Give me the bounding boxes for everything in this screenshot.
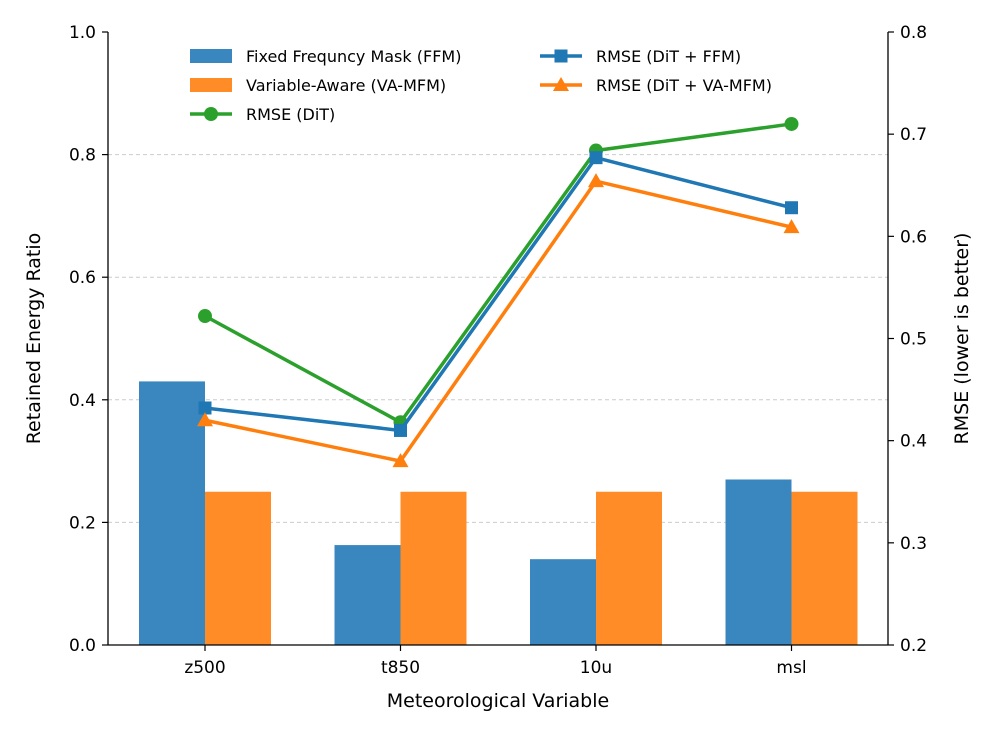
x-tick-label: z500 — [184, 658, 225, 678]
y-right-tick-label: 0.5 — [900, 330, 927, 350]
legend-label: Variable-Aware (VA-MFM) — [246, 76, 446, 95]
y-axis-left-title: Retained Energy Ratio — [23, 233, 45, 445]
marker-square — [198, 401, 212, 415]
legend: Fixed Frequncy Mask (FFM) Variable-Aware … — [190, 47, 772, 124]
y-left-tick-label: 0.4 — [69, 391, 96, 411]
marker-square — [785, 201, 798, 215]
legend-label: RMSE (DiT + VA-MFM) — [596, 76, 772, 95]
marker-triangle — [588, 173, 604, 188]
marker-circle — [784, 116, 799, 131]
rmse-lines — [197, 116, 800, 468]
bar-ffm — [139, 381, 205, 645]
x-tick-label: msl — [776, 658, 806, 678]
marker-triangle — [392, 453, 409, 468]
legend-marker — [204, 107, 218, 121]
bar-va-mfm — [596, 491, 662, 645]
line-circle — [204, 122, 792, 425]
bar-va-mfm — [205, 491, 271, 645]
x-tick-label: 10u — [580, 658, 612, 678]
legend-swatch — [190, 49, 232, 63]
y-right-tick-label: 0.6 — [900, 227, 927, 247]
y-left-tick-label: 1.0 — [69, 23, 96, 43]
legend-marker — [554, 49, 568, 63]
line-square — [204, 155, 792, 433]
marker-triangle — [783, 219, 800, 234]
marker-triangle — [197, 412, 213, 427]
x-tick-label: t850 — [381, 658, 420, 678]
marker-square — [589, 151, 603, 165]
bar-va-mfm — [791, 491, 858, 645]
y-left-tick-label: 0.2 — [69, 513, 96, 533]
y-right-tick-label: 0.2 — [900, 636, 927, 656]
marker-square — [394, 423, 407, 437]
marker-circle — [198, 309, 212, 324]
y-right-tick-label: 0.8 — [900, 23, 927, 43]
y-right-tick-label: 0.7 — [900, 125, 927, 145]
y-left-tick-label: 0.0 — [69, 636, 96, 656]
legend-marker — [553, 77, 569, 91]
axes: 0.0 0.2 0.4 0.6 0.8 1.0 0.2 0.3 0.4 0.5 0.6 0.7 0.8 z… — [69, 23, 927, 678]
legend-label: RMSE (DiT) — [246, 105, 335, 124]
legend-label: Fixed Frequncy Mask (FFM) — [246, 47, 461, 66]
y-right-tick-label: 0.4 — [900, 432, 927, 452]
grid-lines — [108, 154, 888, 523]
legend-label: RMSE (DiT + FFM) — [596, 47, 741, 66]
bar-ffm — [334, 545, 401, 645]
y-axis-right-title: RMSE (lower is better) — [951, 233, 973, 445]
y-right-tick-label: 0.3 — [900, 534, 927, 554]
bar-va-mfm — [400, 491, 467, 645]
bars — [139, 381, 858, 645]
y-left-tick-label: 0.6 — [69, 268, 96, 288]
line-triangle — [204, 179, 792, 463]
legend-swatch — [190, 78, 232, 92]
y-left-tick-label: 0.8 — [69, 146, 96, 166]
x-axis-title: Meteorological Variable — [387, 690, 609, 712]
bar-ffm — [725, 479, 792, 645]
bar-ffm — [530, 559, 596, 645]
